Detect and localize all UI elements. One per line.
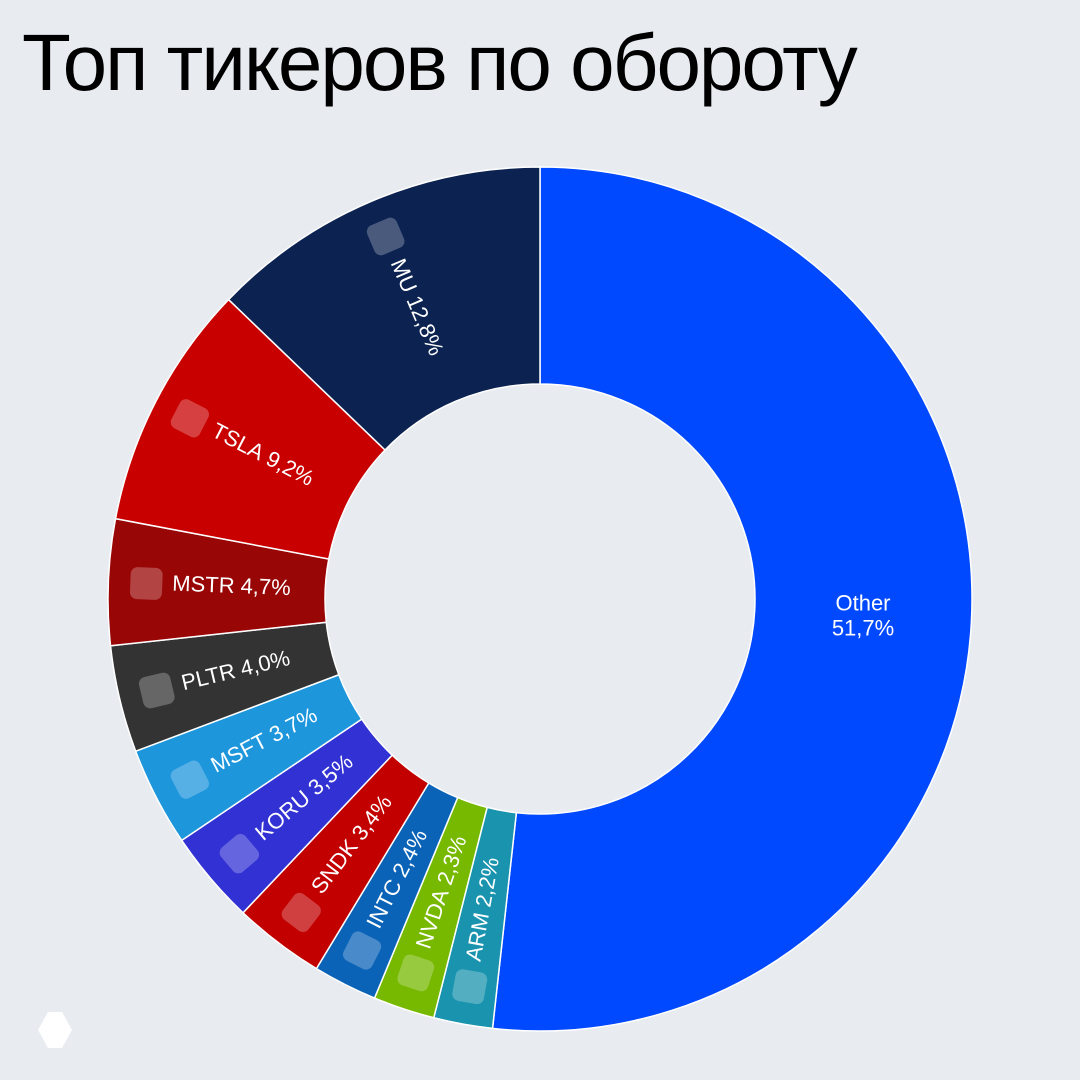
brand-logo <box>38 1012 72 1048</box>
donut-slice <box>227 166 541 452</box>
ticker-icon <box>281 892 321 933</box>
slice-value-label: 51,7% <box>832 616 894 641</box>
ticker-icon <box>129 567 163 600</box>
slice-value-label: 4,7% <box>240 573 291 600</box>
ticker-icon <box>219 833 260 874</box>
ticker-icon <box>397 954 435 992</box>
slice-category: MSTR <box>172 570 235 597</box>
slice-label: MSTR 4,7% <box>172 570 291 600</box>
ticker-icon <box>342 931 382 970</box>
ticker-icon <box>366 217 405 256</box>
ticker-icon <box>452 969 488 1005</box>
slice-label: Other <box>835 591 890 616</box>
ticker-icon <box>138 672 175 709</box>
slice-label: PLTR4,0% <box>179 645 293 695</box>
chart-title: Топ тикеров по обороту <box>22 18 858 107</box>
ticker-icon <box>170 399 210 438</box>
donut-slice <box>491 166 973 1032</box>
ticker-icon <box>170 760 210 799</box>
